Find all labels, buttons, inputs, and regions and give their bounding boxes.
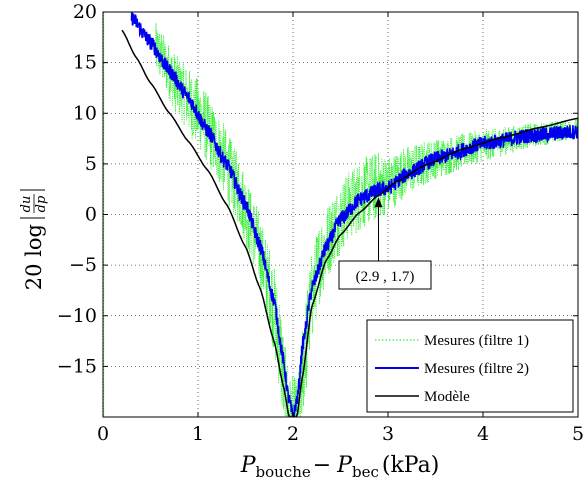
y-tick-label-4: 5: [85, 153, 97, 175]
x-axis-label: Pbouche− Pbec (kPa): [240, 453, 440, 481]
axis-ticks: 0 1 2 3 4 5 −15 −10 −5 0 5 10 15 20: [57, 1, 584, 445]
series-modele-line: [121, 29, 578, 417]
y-axis-label: 20 log du dp: [19, 189, 49, 290]
x-tick-label-1: 1: [192, 423, 204, 445]
y-axis-label-numerator: du: [19, 196, 34, 213]
x-tick-label-3: 3: [382, 423, 394, 445]
y-axis-label-denominator: dp: [34, 195, 49, 212]
y-tick-label-5: 10: [73, 102, 97, 124]
legend-label-mesures-filtre-2: Mesures (filtre 2): [424, 361, 529, 377]
annotation-label: (2.9 , 1.7): [356, 269, 415, 285]
x-tick-label-2: 2: [287, 423, 299, 445]
annotation-box: [338, 260, 432, 290]
y-tick-label-1: −10: [57, 305, 97, 327]
y-tick-label-3: 0: [85, 204, 97, 226]
series-modele: [121, 29, 578, 417]
series-mesures-filtre-2-line: [130, 12, 578, 417]
series-mesures-filtre-1-line: [154, 22, 578, 417]
x-tick-label-0: 0: [97, 423, 109, 445]
x-tick-label-4: 4: [477, 423, 489, 445]
y-axis-label-prefix: 20 log: [22, 224, 46, 290]
annotation: (2.9 , 1.7): [338, 197, 432, 290]
series-mesures-filtre-2: [130, 12, 578, 417]
y-tick-label-7: 20: [73, 1, 97, 23]
legend-label-modele: Modèle: [424, 389, 470, 405]
legend: Mesures (filtre 1) Mesures (filtre 2) Mo…: [366, 319, 574, 413]
y-tick-label-0: −15: [57, 355, 97, 377]
x-tick-label-5: 5: [572, 423, 584, 445]
y-tick-label-2: −5: [69, 254, 97, 276]
legend-label-mesures-filtre-1: Mesures (filtre 1): [424, 333, 529, 349]
y-tick-label-6: 15: [73, 52, 97, 74]
